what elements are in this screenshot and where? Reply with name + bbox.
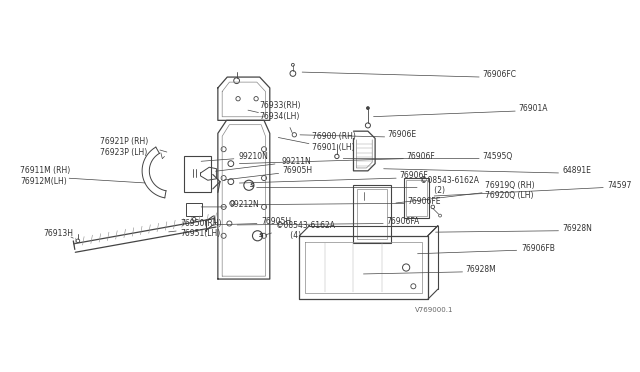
- Text: ©08543-6162A
      (4): ©08543-6162A (4): [276, 221, 335, 240]
- Text: 76950(RH)
76951(LH): 76950(RH) 76951(LH): [180, 219, 222, 238]
- Text: 76906FC: 76906FC: [482, 70, 516, 79]
- Text: 76906FA: 76906FA: [386, 217, 419, 226]
- Text: 76921P (RH)
76923P (LH): 76921P (RH) 76923P (LH): [100, 137, 148, 157]
- Text: 76905H: 76905H: [283, 166, 313, 175]
- Text: 76906FB: 76906FB: [521, 244, 555, 253]
- Bar: [186, 203, 202, 216]
- Text: 76933(RH)
76934(LH): 76933(RH) 76934(LH): [260, 101, 301, 121]
- Text: 76913H: 76913H: [44, 229, 74, 238]
- Text: 64891E: 64891E: [563, 166, 591, 175]
- Text: 76906E: 76906E: [387, 130, 417, 139]
- Text: S: S: [259, 233, 264, 238]
- Text: 76906F: 76906F: [399, 171, 428, 180]
- Text: 74597: 74597: [607, 181, 632, 190]
- Bar: [353, 185, 391, 243]
- Text: 76905H: 76905H: [261, 217, 291, 226]
- Text: 76906F: 76906F: [406, 152, 435, 161]
- Text: S: S: [250, 183, 254, 188]
- Text: 76928M: 76928M: [465, 265, 496, 274]
- Text: 76901A: 76901A: [518, 103, 547, 113]
- Text: 76911M (RH)
76912M(LH): 76911M (RH) 76912M(LH): [20, 166, 70, 186]
- Text: 99210N: 99210N: [238, 152, 268, 161]
- Text: 99211N: 99211N: [282, 157, 311, 166]
- Text: 99212N: 99212N: [229, 200, 259, 209]
- Text: 76928N: 76928N: [563, 224, 593, 233]
- Text: 76900 (RH)
76901 (LH): 76900 (RH) 76901 (LH): [312, 132, 355, 152]
- Text: 74595Q: 74595Q: [482, 152, 512, 161]
- Bar: [357, 189, 387, 240]
- Text: ©08543-6162A
      (2): ©08543-6162A (2): [420, 176, 479, 195]
- Text: 76919Q (RH)
76920Q (LH): 76919Q (RH) 76920Q (LH): [484, 181, 534, 200]
- Bar: [404, 178, 429, 218]
- Text: V769000.1: V769000.1: [415, 307, 453, 313]
- Bar: [184, 156, 211, 192]
- Circle shape: [367, 107, 369, 109]
- Bar: [406, 180, 427, 216]
- Text: 76906FE: 76906FE: [408, 198, 441, 206]
